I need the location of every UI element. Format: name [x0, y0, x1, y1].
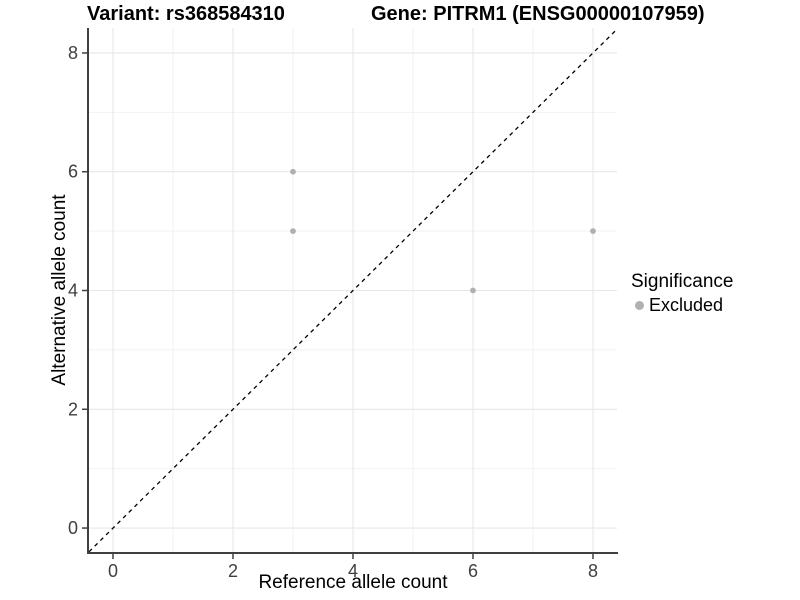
y-tick-label: 2	[68, 399, 78, 419]
y-tick-label: 6	[68, 162, 78, 182]
x-tick-label: 2	[228, 561, 238, 581]
x-tick-label: 6	[468, 561, 478, 581]
data-point	[590, 228, 596, 235]
x-axis-title: Reference allele count	[258, 572, 448, 593]
y-axis-title: Alternative allele count	[49, 194, 70, 386]
x-tick-label: 8	[588, 561, 598, 581]
legend-item-label: Excluded	[649, 295, 724, 315]
variant-title: Variant: rs368584310	[87, 3, 285, 25]
identity-reference-line	[88, 28, 618, 553]
y-tick-label: 0	[68, 518, 78, 538]
gene-title: Gene: PITRM1 (ENSG00000107959)	[371, 3, 705, 25]
y-tick-label: 8	[68, 43, 78, 63]
data-point	[470, 287, 476, 294]
data-point	[290, 168, 296, 175]
data-point	[290, 228, 296, 235]
x-tick-label: 4	[348, 561, 358, 581]
legend-item-excluded: Excluded	[635, 295, 733, 316]
y-tick-label: 4	[68, 281, 78, 301]
legend-title: Significance	[631, 271, 734, 292]
excluded-point-icon	[635, 301, 644, 310]
x-tick-label: 0	[108, 561, 118, 581]
legend: Significance Excluded	[631, 271, 733, 316]
